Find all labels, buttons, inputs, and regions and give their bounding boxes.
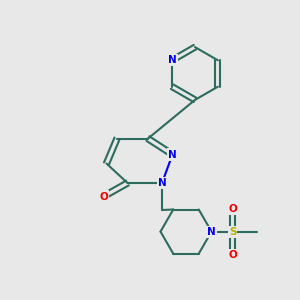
Text: N: N: [168, 55, 176, 65]
Text: N: N: [207, 226, 216, 237]
Text: O: O: [228, 203, 237, 214]
Text: N: N: [168, 149, 177, 160]
Text: S: S: [229, 226, 236, 237]
Text: O: O: [99, 191, 108, 202]
Text: O: O: [228, 250, 237, 260]
Text: N: N: [158, 178, 166, 188]
